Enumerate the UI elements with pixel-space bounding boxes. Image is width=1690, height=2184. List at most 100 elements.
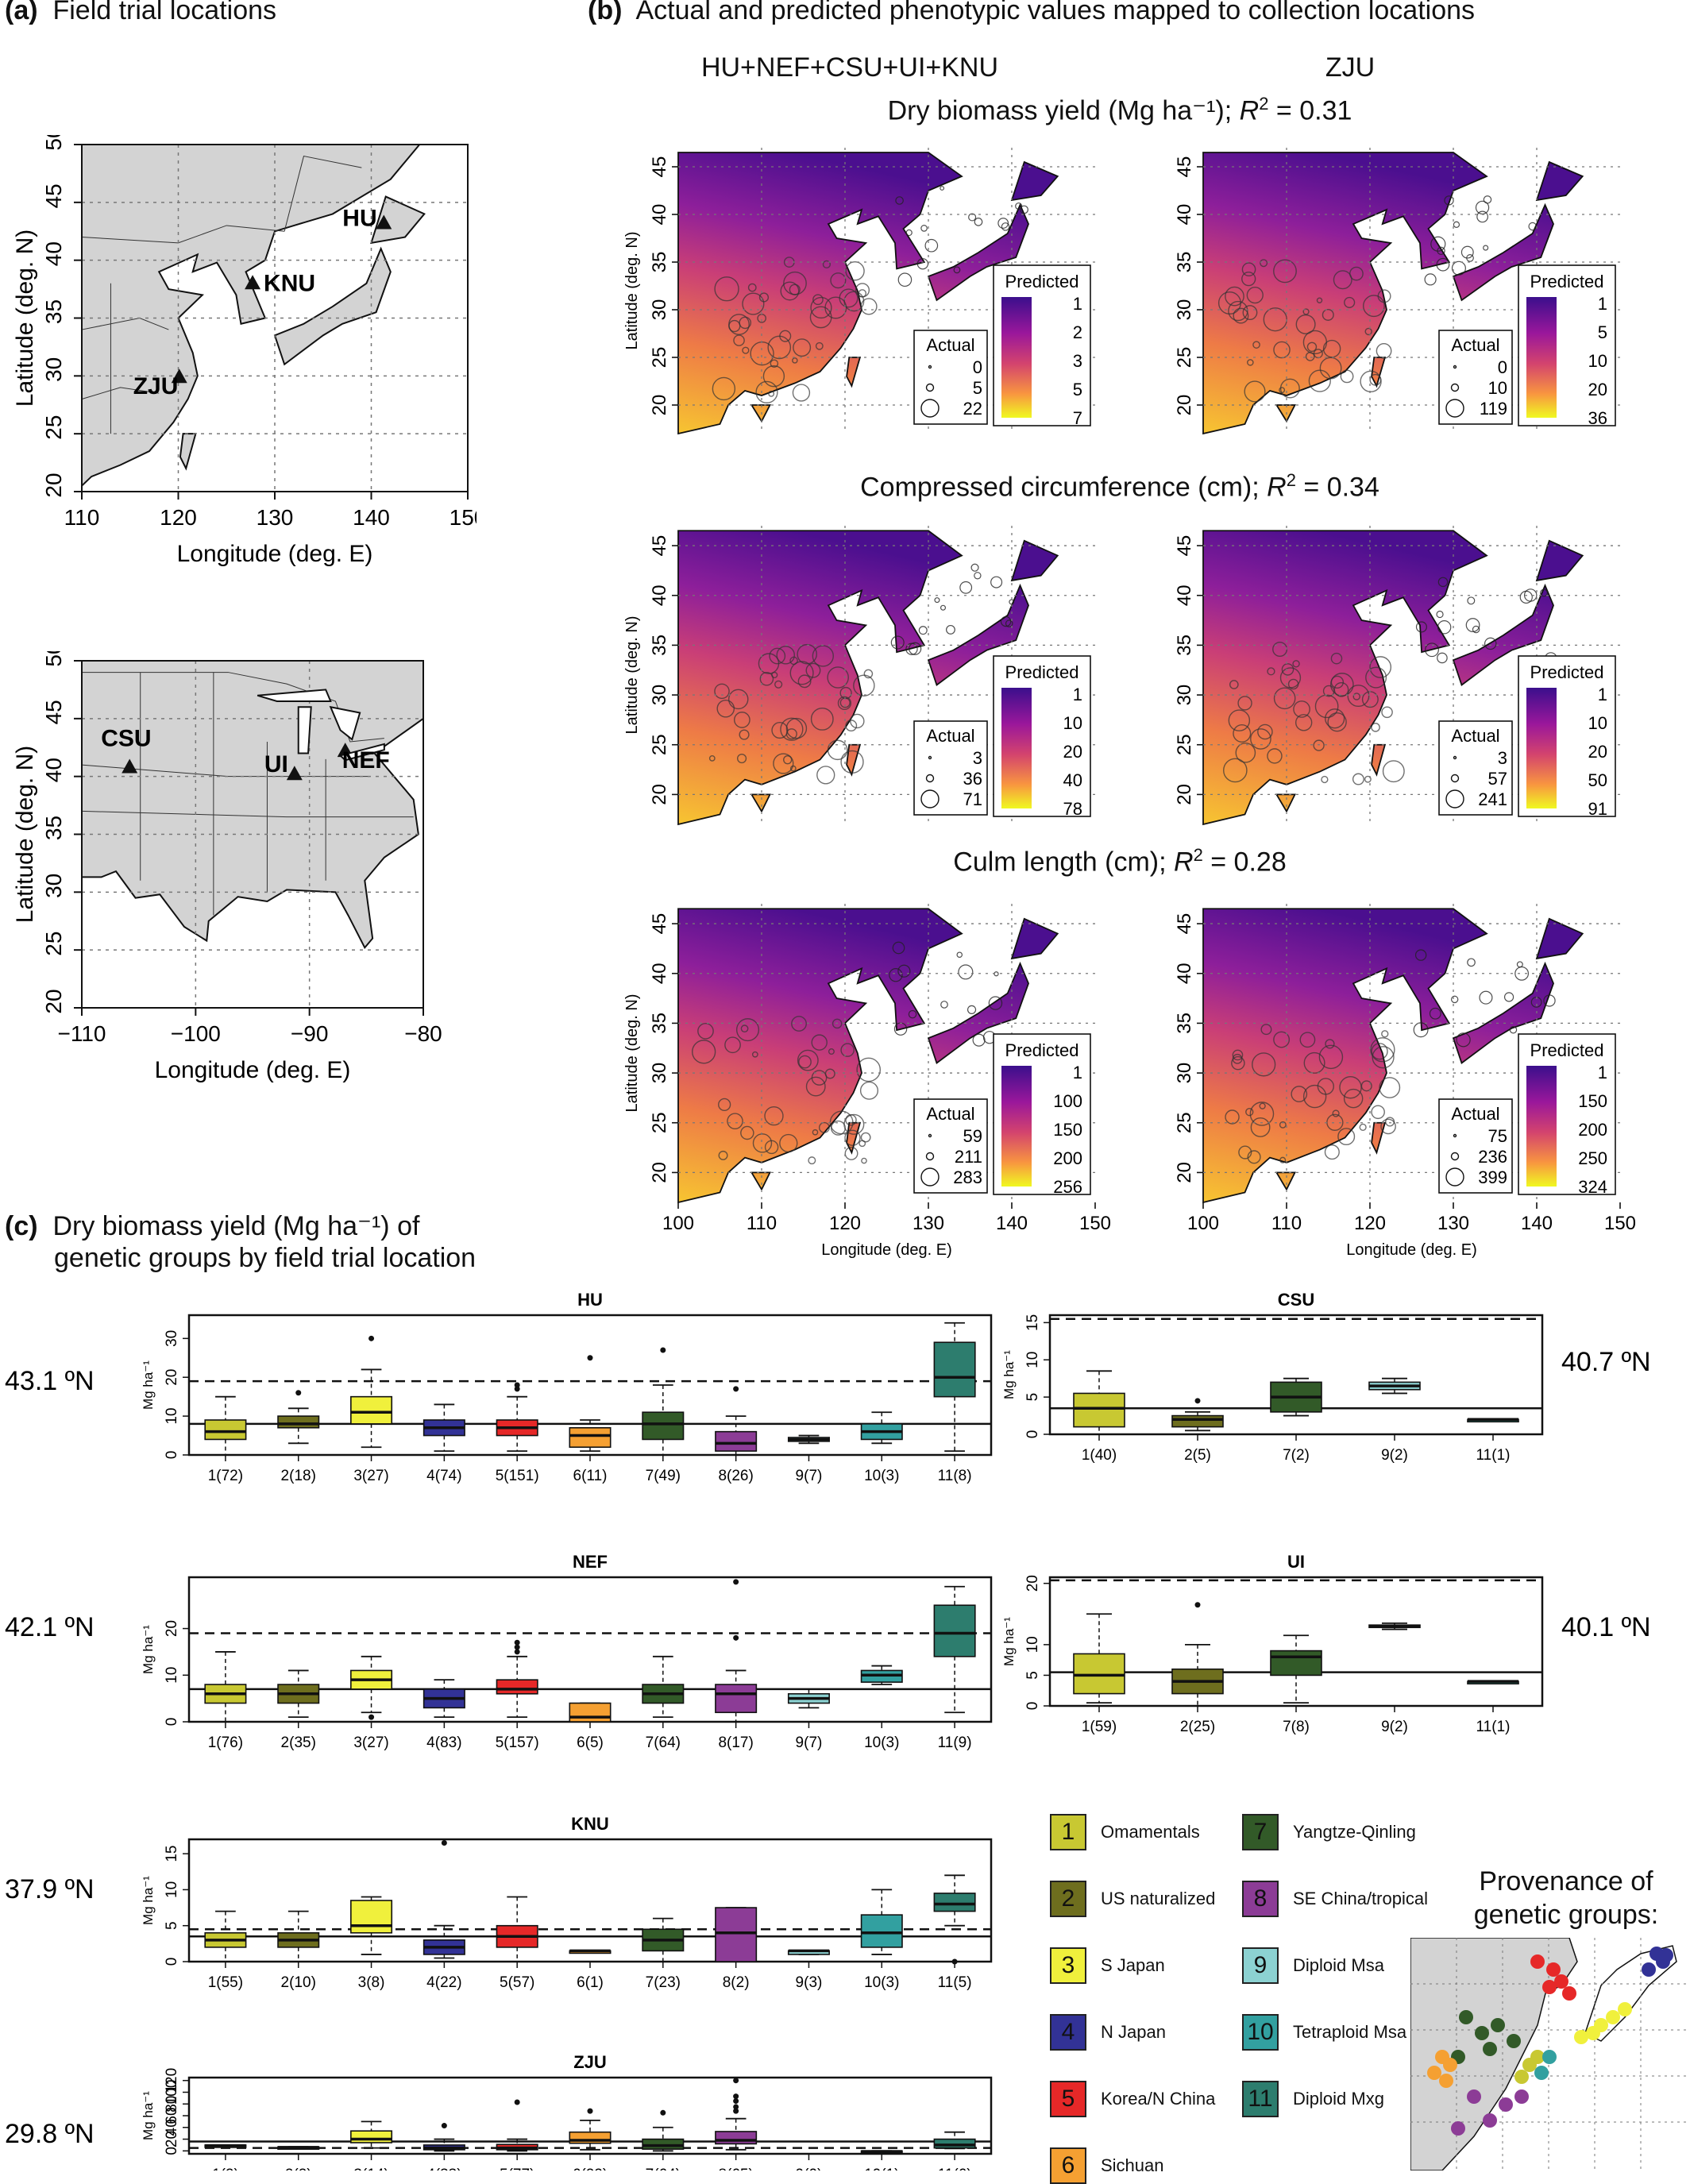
outlier-point — [441, 1840, 447, 1846]
actual-point — [908, 1009, 917, 1019]
actual-legend-title: Actual — [926, 335, 974, 355]
actual-point — [1444, 195, 1454, 206]
x-tick-label: 7(2) — [1283, 1447, 1310, 1464]
predicted-legend-value: 1 — [1073, 685, 1082, 704]
x-tick-label: 9(2) — [1381, 1447, 1408, 1464]
lake-michigan — [297, 706, 312, 754]
actual-point — [890, 635, 905, 650]
actual-point — [1332, 1109, 1340, 1117]
outlier-point — [368, 1714, 375, 1720]
site-latitude: 42.1 ºN — [5, 1612, 95, 1642]
y-axis-label: Mg ha⁻¹ — [1001, 1617, 1017, 1666]
box-group-1 — [1073, 1392, 1125, 1428]
x-tick-label: 1(40) — [1082, 1447, 1117, 1464]
x-tick-label: 1(2) — [212, 2167, 239, 2170]
outlier-point — [733, 2108, 739, 2114]
actual-point — [860, 298, 878, 315]
x-tick-label: 7(23) — [646, 1974, 681, 1991]
actual-legend-symbol — [1450, 774, 1460, 783]
box-group-5 — [496, 1679, 538, 1695]
actual-point — [1237, 696, 1252, 711]
column-head-right: ZJU — [1325, 52, 1376, 83]
legend-label-11: Diploid Mxg — [1293, 2089, 1384, 2109]
actual-point — [967, 1005, 977, 1014]
actual-legend-value: 5 — [973, 378, 982, 398]
site-label: HU — [342, 206, 376, 232]
outlier-point — [733, 1579, 739, 1585]
predicted-legend-value: 256 — [1053, 1177, 1082, 1197]
y-tick-label: 40 — [649, 585, 670, 606]
actual-point — [779, 1133, 798, 1153]
actual-legend-value: 0 — [973, 357, 982, 377]
x-tick-label: 3(27) — [353, 1468, 388, 1484]
actual-point — [918, 626, 928, 635]
actual-point — [1250, 1117, 1271, 1137]
site-label: ZJU — [133, 373, 179, 399]
actual-legend-value: 10 — [1488, 378, 1507, 398]
actual-point — [808, 1156, 816, 1165]
actual-point — [791, 1016, 807, 1032]
box-group-7 — [1270, 1650, 1322, 1677]
legend-swatch-6: 6 — [1050, 2147, 1086, 2184]
actual-point — [812, 1129, 819, 1136]
actual-point — [716, 699, 735, 718]
predicted-surface — [677, 908, 1059, 1204]
provenance-point — [1439, 2074, 1453, 2088]
actual-legend-box — [913, 720, 988, 816]
predicted-legend-title: Predicted — [1530, 662, 1604, 682]
provenance-point — [1554, 1974, 1568, 1989]
actual-point — [764, 1106, 784, 1126]
predicted-colorbar — [1001, 1066, 1032, 1187]
x-tick-label: 9(7) — [796, 1734, 823, 1751]
y-tick-label: 25 — [1174, 347, 1195, 369]
y-tick-label: 25 — [41, 415, 66, 440]
y-axis-label: Latitude (deg. N) — [623, 994, 641, 1113]
x-tick-label: 130 — [1437, 1213, 1469, 1234]
actual-point — [831, 1018, 843, 1029]
site-marker — [376, 214, 392, 230]
actual-point — [1321, 775, 1329, 784]
actual-point — [1379, 1077, 1401, 1098]
site-label: UI — [264, 751, 288, 778]
outlier-point — [514, 1644, 520, 1650]
actual-point — [1369, 656, 1392, 678]
x-tick-label: 2(25) — [1180, 1719, 1215, 1735]
actual-point — [1273, 1031, 1291, 1048]
actual-legend-symbol — [920, 789, 940, 808]
provenance-point — [1530, 2050, 1545, 2064]
actual-point — [940, 604, 947, 611]
actual-point — [780, 281, 800, 301]
outlier-point — [660, 1347, 666, 1353]
y-tick-label: 30 — [1174, 685, 1195, 706]
y-tick-label: 35 — [649, 635, 670, 656]
site-latitude: 29.8 ºN — [5, 2119, 95, 2149]
y-tick-label: 20 — [649, 1162, 670, 1183]
outlier-point — [733, 2078, 739, 2084]
outlier-point — [733, 1634, 739, 1641]
y-tick-label: 0 — [1024, 1702, 1041, 1711]
actual-point — [970, 563, 979, 572]
actual-legend-symbol — [1445, 789, 1464, 808]
actual-point — [1333, 681, 1349, 697]
actual-point — [1456, 1032, 1471, 1048]
actual-point — [727, 1113, 743, 1129]
box-group-8 — [715, 1430, 758, 1452]
predicted-colorbar — [1001, 688, 1032, 808]
actual-point — [1344, 296, 1356, 308]
x-tick-label: 4(33) — [426, 2167, 461, 2170]
legend-swatch-4: 4 — [1050, 2014, 1086, 2051]
site-marker — [245, 275, 261, 290]
actual-point — [718, 1098, 731, 1111]
predicted-legend-value: 50 — [1588, 770, 1607, 790]
box-group-3 — [350, 1395, 393, 1425]
predicted-legend-value: 20 — [1063, 742, 1082, 762]
asia-trial-map: 110 120 130 140 150 20 25 30 35 40 45 50 Longitude (… — [12, 135, 477, 567]
actual-legend-value: 36 — [963, 769, 982, 789]
actual-point — [793, 338, 812, 357]
actual-legend-symbol — [1450, 1152, 1460, 1161]
actual-legend-value: 399 — [1478, 1167, 1507, 1187]
y-tick-label: 30 — [164, 1330, 180, 1347]
actual-legend-symbol — [928, 365, 932, 369]
x-tick-label: 9(3) — [796, 1974, 823, 1991]
